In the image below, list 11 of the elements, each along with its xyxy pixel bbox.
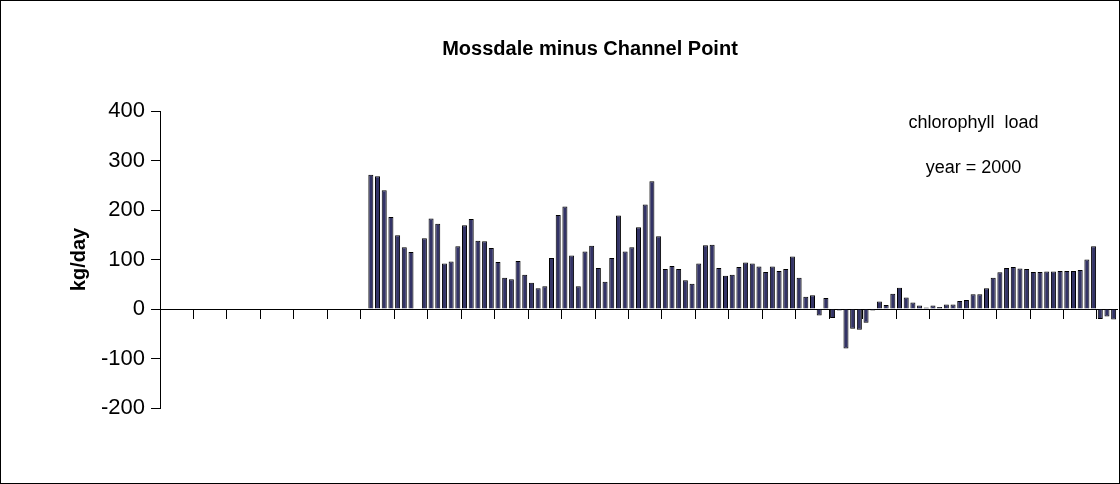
y-tick-label: 200 — [108, 196, 146, 222]
y-axis-title: kg/day — [66, 226, 89, 292]
y-tick-label: 300 — [108, 146, 146, 172]
y-tick-label: 100 — [108, 245, 146, 271]
annotation: chlorophyll load — [908, 111, 1039, 132]
y-tick-label: -100 — [100, 344, 146, 370]
annotation: year = 2000 — [925, 156, 1022, 177]
y-tick-label: 400 — [108, 97, 146, 123]
y-tick-label: -200 — [100, 394, 146, 420]
chart-title: Mossdale minus Channel Point — [442, 36, 739, 59]
y-tick-label: 0 — [132, 295, 146, 321]
